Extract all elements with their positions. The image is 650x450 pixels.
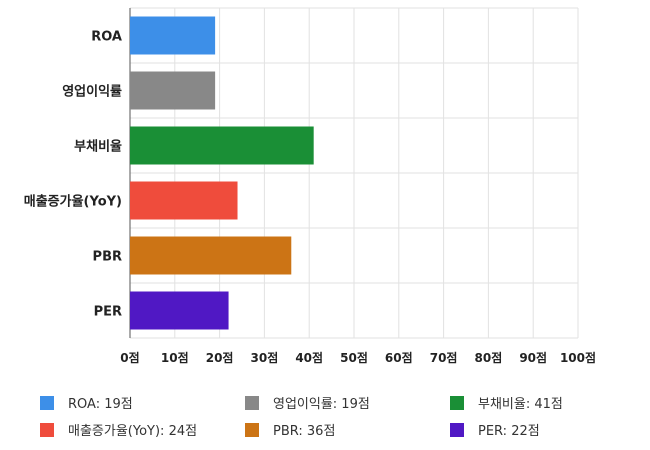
bar-5 xyxy=(130,291,229,330)
bar-3 xyxy=(130,181,238,220)
x-tick-label: 100점 xyxy=(560,350,596,365)
legend-item: PER: 22점 xyxy=(450,420,540,439)
legend-swatch xyxy=(40,395,54,410)
x-tick-label: 30점 xyxy=(251,350,279,365)
legend-swatch xyxy=(245,422,259,437)
legend-swatch xyxy=(450,422,464,437)
x-tick-label: 60점 xyxy=(385,350,413,365)
bar-4 xyxy=(130,236,292,275)
category-label: 영업이익률 xyxy=(62,84,122,100)
bar-2 xyxy=(130,126,314,165)
x-tick-label: 10점 xyxy=(161,350,189,365)
legend-item: 영업이익률: 19점 xyxy=(245,393,370,412)
legend-swatch xyxy=(40,422,54,437)
x-tick-label: 50점 xyxy=(340,350,368,365)
category-label: PER xyxy=(94,305,122,320)
legend-label: ROA: 19점 xyxy=(68,397,133,412)
x-tick-label: 20점 xyxy=(206,350,234,365)
x-tick-label: 70점 xyxy=(430,350,458,365)
legend-item: ROA: 19점 xyxy=(40,393,133,412)
bar-0 xyxy=(130,16,216,55)
category-label: PBR xyxy=(93,250,122,265)
bars xyxy=(130,16,314,330)
bar-1 xyxy=(130,71,216,110)
legend-item: 매출증가율(YoY): 24점 xyxy=(40,420,197,439)
grid-lines xyxy=(129,7,579,339)
category-label: 부채비율 xyxy=(74,139,122,155)
legend-label: 부채비율: 41점 xyxy=(478,397,563,412)
legend-label: PBR: 36점 xyxy=(273,424,336,439)
legend-label: 영업이익률: 19점 xyxy=(273,397,370,412)
category-label: ROA xyxy=(91,30,122,45)
x-tick-labels: 0점 10점 20점 30점 40점 50점 60점 70점 80점 90점 100점 xyxy=(120,350,596,365)
legend-item: 부채비율: 41점 xyxy=(450,393,563,412)
legend-item: PBR: 36점 xyxy=(245,420,335,439)
category-label: 매출증가율(YoY) xyxy=(24,194,122,210)
x-tick-label: 90점 xyxy=(519,350,547,365)
legend-swatch xyxy=(450,395,464,410)
legend-swatch xyxy=(245,395,259,410)
x-tick-label: 40점 xyxy=(295,350,323,365)
legend-label: 매출증가율(YoY): 24점 xyxy=(68,424,198,439)
x-tick-label: 80점 xyxy=(475,350,503,365)
x-tick-label: 0점 xyxy=(120,350,139,365)
legend-label: PER: 22점 xyxy=(478,424,540,439)
